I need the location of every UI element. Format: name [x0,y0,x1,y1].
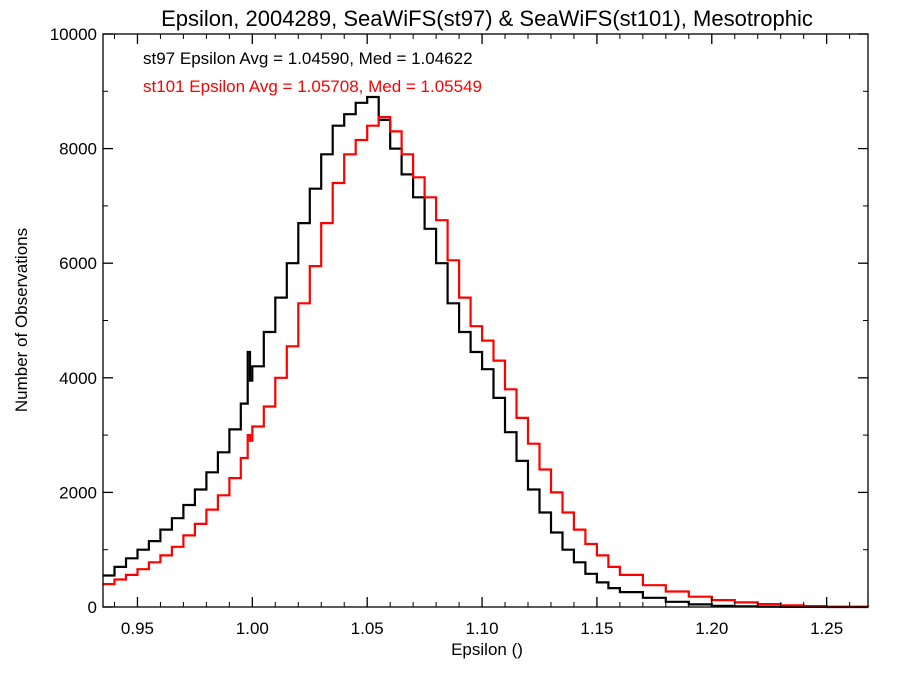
y-tick-label: 10000 [50,25,97,44]
plot-frame [102,33,869,608]
x-tick-label: 1.15 [580,619,613,638]
x-tick-label: 1.25 [810,619,843,638]
x-axis-label: Epsilon () [451,640,523,659]
series-layer [103,95,870,609]
y-axis: 0 2000 4000 6000 8000 10000 [50,25,868,617]
chart-title: Epsilon, 2004289, SeaWiFS(st97) & SeaWiF… [161,6,813,31]
annotation-st97: st97 Epsilon Avg = 1.04590, Med = 1.0462… [143,49,473,68]
y-tick-label: 6000 [59,254,97,273]
x-tick-label: 1.00 [236,619,269,638]
y-tick-label: 2000 [59,483,97,502]
y-axis-label: Number of Observations [12,228,31,412]
series-line-2 [103,116,870,608]
x-axis: 0.95 1.00 1.05 1.10 1.15 1.20 1.25 [113,34,851,638]
y-tick-label: 4000 [59,369,97,388]
y-tick-label: 0 [88,598,97,617]
y-tick-label: 8000 [59,140,97,159]
x-tick-label: 1.10 [466,619,499,638]
series-line-1 [103,95,868,609]
annotation-st101: st101 Epsilon Avg = 1.05708, Med = 1.055… [143,77,482,96]
x-tick-label: 1.20 [695,619,728,638]
x-tick-label: 0.95 [121,619,154,638]
x-tick-label: 1.05 [351,619,384,638]
